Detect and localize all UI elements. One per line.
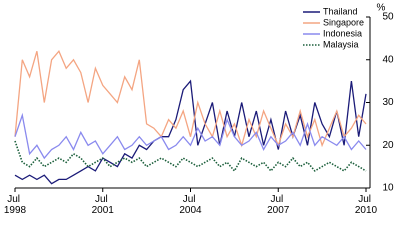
series-line: [14, 49, 367, 148]
x-tick-label: Jul 2010: [355, 194, 378, 216]
legend-label: Singapore: [323, 17, 364, 27]
x-tick-label: Jul 2004: [179, 194, 202, 216]
series-line: [14, 79, 367, 185]
y-tick-label: 30: [382, 97, 394, 108]
chart: % 10 20 30 40 50 Jul 1998 Jul 2001 Jul 2004 Jul …: [4, 3, 394, 216]
y-unit: %: [377, 3, 386, 14]
y-tick-label: 40: [382, 54, 394, 65]
y-tick-label: 50: [382, 12, 394, 23]
x-tick-label: Jul 2007: [267, 194, 290, 216]
x-tick-label: Jul 2001: [92, 194, 115, 216]
y-tick-label: 20: [382, 140, 394, 151]
legend-label: Indonesia: [323, 28, 362, 38]
x-tick-label: Jul 1998: [4, 194, 27, 216]
legend-label: Malaysia: [323, 39, 359, 49]
series-line: [14, 112, 367, 160]
legend-label: Thailand: [323, 6, 358, 16]
y-tick-label: 10: [382, 183, 394, 194]
